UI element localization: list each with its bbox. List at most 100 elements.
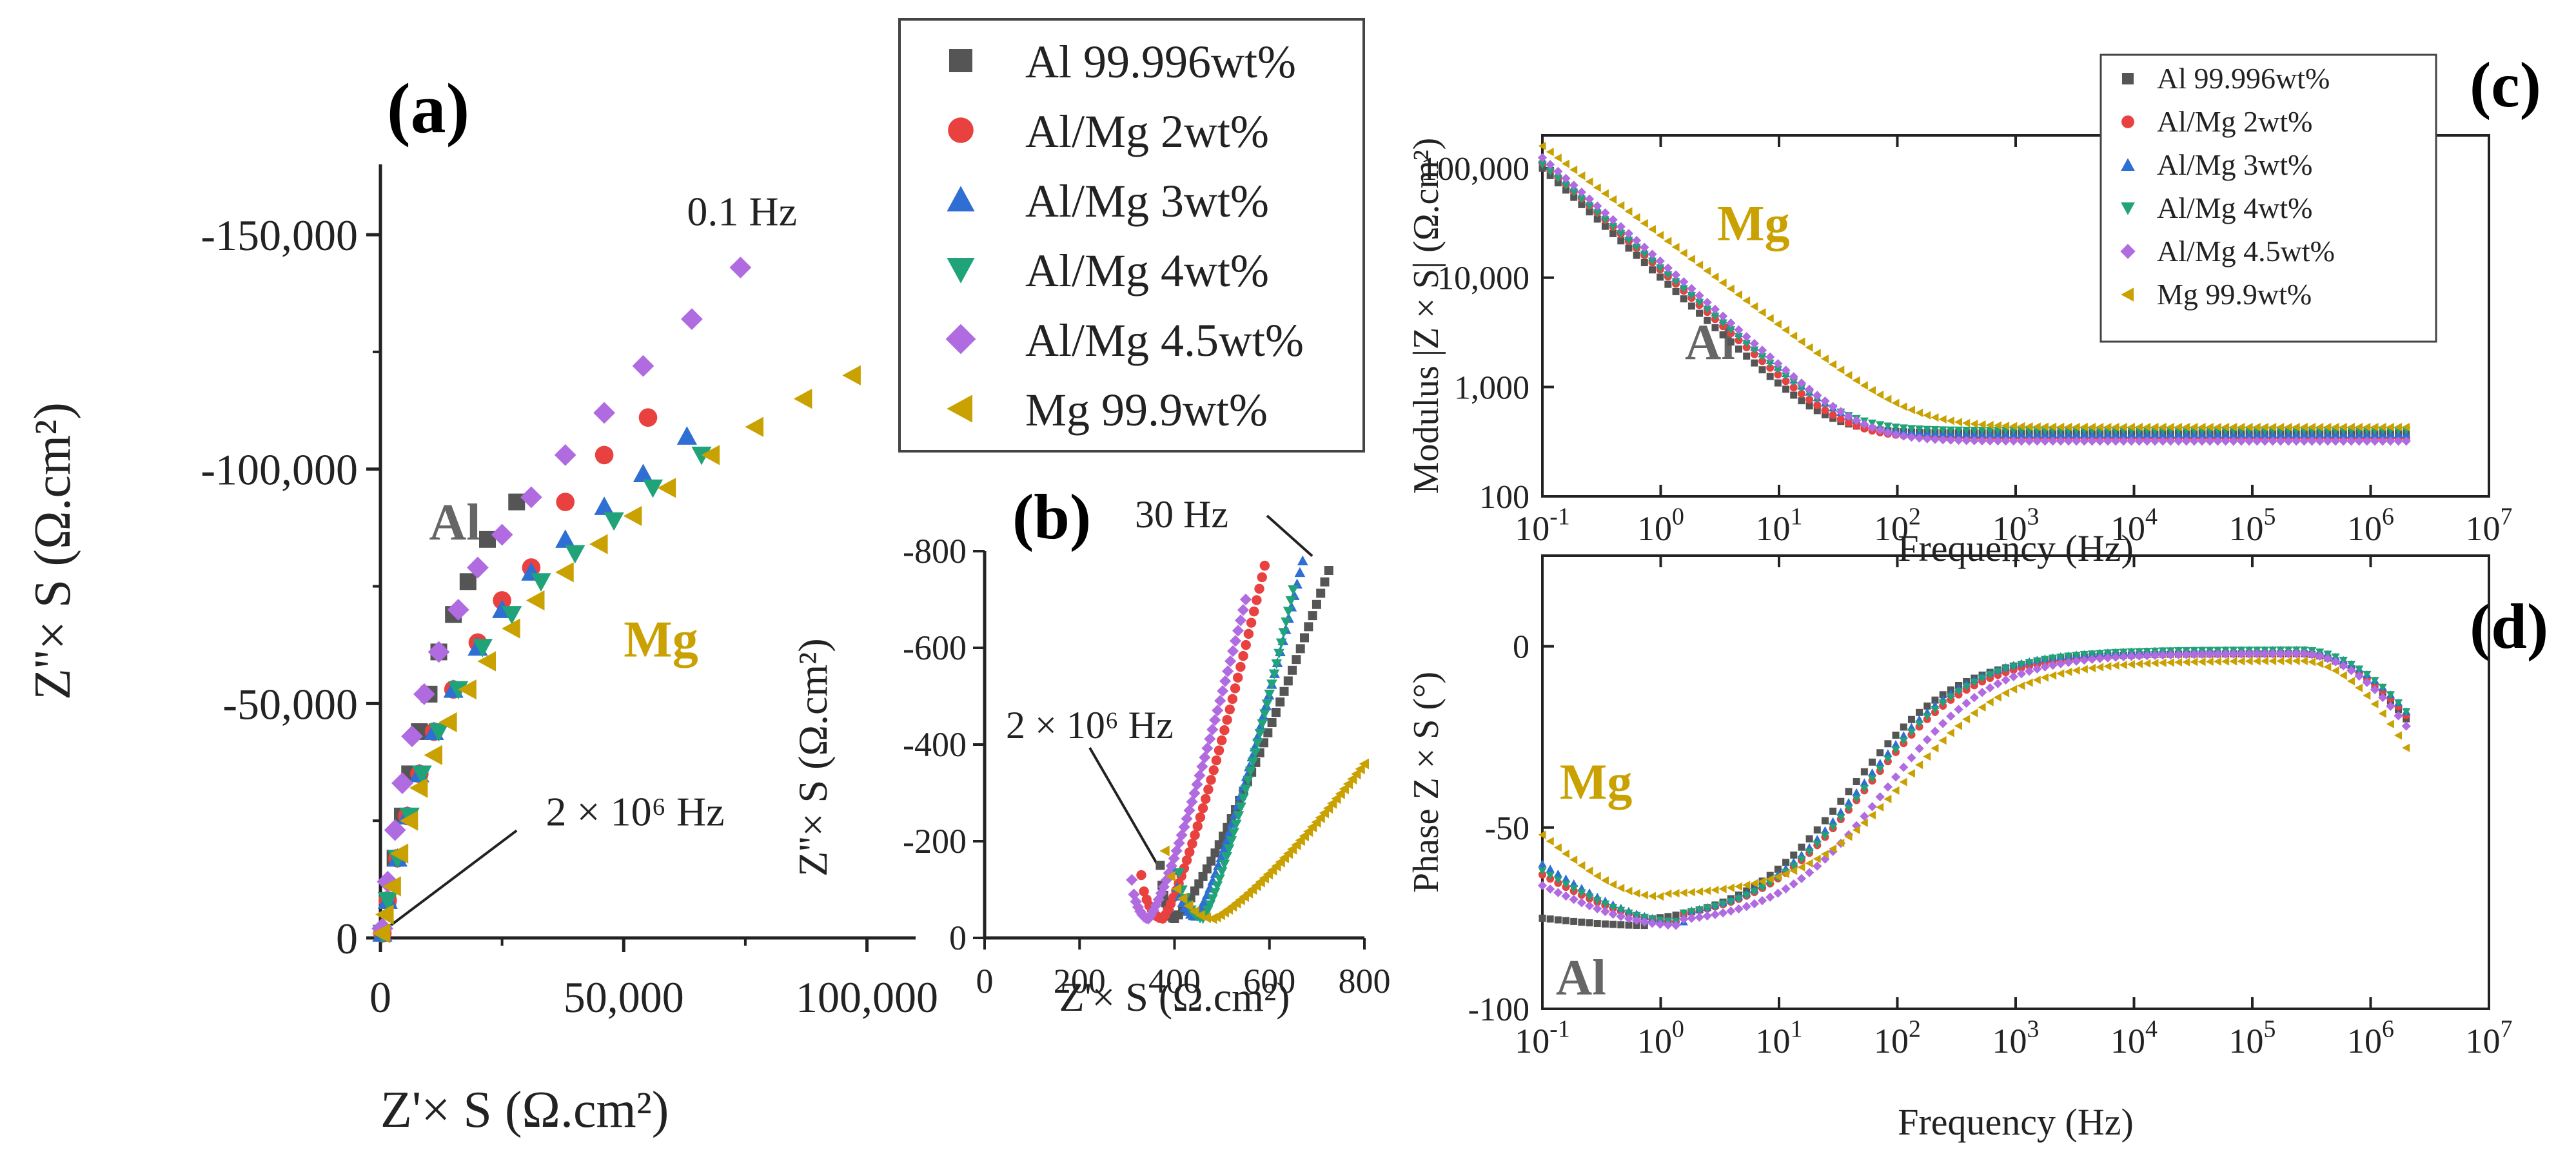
data-point <box>1790 391 1798 399</box>
data-point <box>1860 785 1869 794</box>
data-point <box>1175 829 1188 841</box>
data-point <box>1273 648 1284 659</box>
data-point <box>1734 333 1744 341</box>
data-point <box>1954 705 1963 714</box>
data-point <box>623 505 642 527</box>
data-point <box>2228 649 2238 659</box>
data-point <box>2339 656 2348 665</box>
data-point <box>2394 422 2403 432</box>
data-point <box>1275 697 1285 707</box>
data-point <box>2331 422 2339 432</box>
data-point <box>2025 678 2033 687</box>
data-point <box>2150 659 2159 668</box>
data-point <box>1687 888 1695 897</box>
data-point <box>399 810 418 831</box>
legend-marker <box>2122 73 2134 84</box>
data-point <box>2049 654 2058 663</box>
data-point <box>1696 309 1704 317</box>
data-point <box>1281 617 1292 628</box>
data-point <box>1695 906 1704 915</box>
x-axis-label: Frequency (Hz) <box>1898 1101 2134 1143</box>
data-point <box>1844 804 1853 813</box>
y-tick-label: 0 <box>1513 629 1529 666</box>
data-point <box>2292 436 2301 446</box>
data-point <box>1285 596 1297 607</box>
data-point <box>1206 856 1216 866</box>
data-point <box>1616 222 1626 231</box>
y-tick-label: -100,000 <box>201 445 358 494</box>
data-point <box>2001 665 2011 674</box>
data-point <box>1264 689 1275 700</box>
data-point <box>2386 701 2395 711</box>
data-point <box>2048 660 2058 670</box>
x-tick-label: 100,000 <box>796 973 938 1022</box>
data-point <box>1593 183 1601 192</box>
data-point <box>2370 685 2380 694</box>
data-point <box>1687 292 1696 300</box>
x-tick-label: 50,000 <box>564 973 684 1022</box>
legend-label: Al/Mg 4wt% <box>2157 191 2313 224</box>
data-point <box>1664 280 1672 288</box>
legend-label: Al/Mg 2wt% <box>2157 105 2313 138</box>
data-point <box>1656 264 1665 273</box>
x-tick-label: 107 <box>2466 503 2513 548</box>
data-point <box>1687 908 1696 916</box>
data-point <box>1600 906 1610 917</box>
data-point <box>1867 810 1876 820</box>
data-point <box>1773 320 1782 329</box>
data-point <box>1758 357 1767 365</box>
panel-c: 10-1 100 101 102 103 104 105 106 1071001,00010,0… <box>1406 134 2513 569</box>
data-point <box>1267 717 1277 727</box>
data-point <box>1931 744 1939 753</box>
data-point <box>1781 365 1791 375</box>
data-point <box>1640 890 1648 900</box>
data-point <box>1781 870 1790 879</box>
data-point <box>2111 422 2119 432</box>
data-point <box>2346 677 2355 686</box>
data-point <box>1254 728 1266 739</box>
data-point <box>1327 797 1337 809</box>
data-point <box>1600 208 1610 218</box>
data-point <box>1593 209 1602 217</box>
data-point <box>1891 424 1900 432</box>
legend-inset: Al 99.996wt% Al/Mg 2wt% Al/Mg 3wt% Al/Mg 4w… <box>2099 54 2437 343</box>
data-point <box>1821 817 1829 824</box>
data-point <box>2229 657 2237 666</box>
data-point <box>593 402 615 424</box>
data-point <box>1718 319 1727 327</box>
data-point <box>1249 606 1259 617</box>
data-point <box>1266 679 1277 690</box>
data-point <box>1961 436 1971 445</box>
data-point <box>842 365 861 385</box>
data-point <box>555 529 576 548</box>
data-point <box>2260 422 2269 432</box>
data-point <box>1243 629 1254 639</box>
x-tick-label: 102 <box>1874 503 1921 548</box>
data-point <box>1916 708 1923 716</box>
data-point <box>1247 757 1259 768</box>
data-point <box>1742 881 1751 890</box>
data-point <box>1954 436 1963 445</box>
data-point <box>2072 656 2081 666</box>
data-point <box>2236 649 2247 659</box>
y-axis-label: Phase Z × S (°) <box>1406 672 1446 893</box>
data-point <box>1883 782 1893 792</box>
data-point <box>1710 910 1720 919</box>
data-point <box>1553 888 1563 897</box>
data-point <box>1271 659 1283 669</box>
x-tick-label: 105 <box>2229 503 2276 548</box>
data-point <box>1993 679 2003 688</box>
data-point <box>1246 618 1257 628</box>
data-point <box>1820 355 1829 364</box>
data-point <box>1261 699 1273 710</box>
data-point <box>1335 788 1345 799</box>
data-point <box>1969 436 1980 445</box>
data-point <box>1726 906 1736 916</box>
data-point <box>1537 881 1548 890</box>
data-point <box>2339 671 2347 680</box>
data-point <box>1232 625 1244 637</box>
data-point <box>2370 699 2379 708</box>
y-tick-label: 100,000 <box>1421 151 1529 188</box>
data-point <box>1553 153 1562 162</box>
data-point <box>1782 385 1790 393</box>
